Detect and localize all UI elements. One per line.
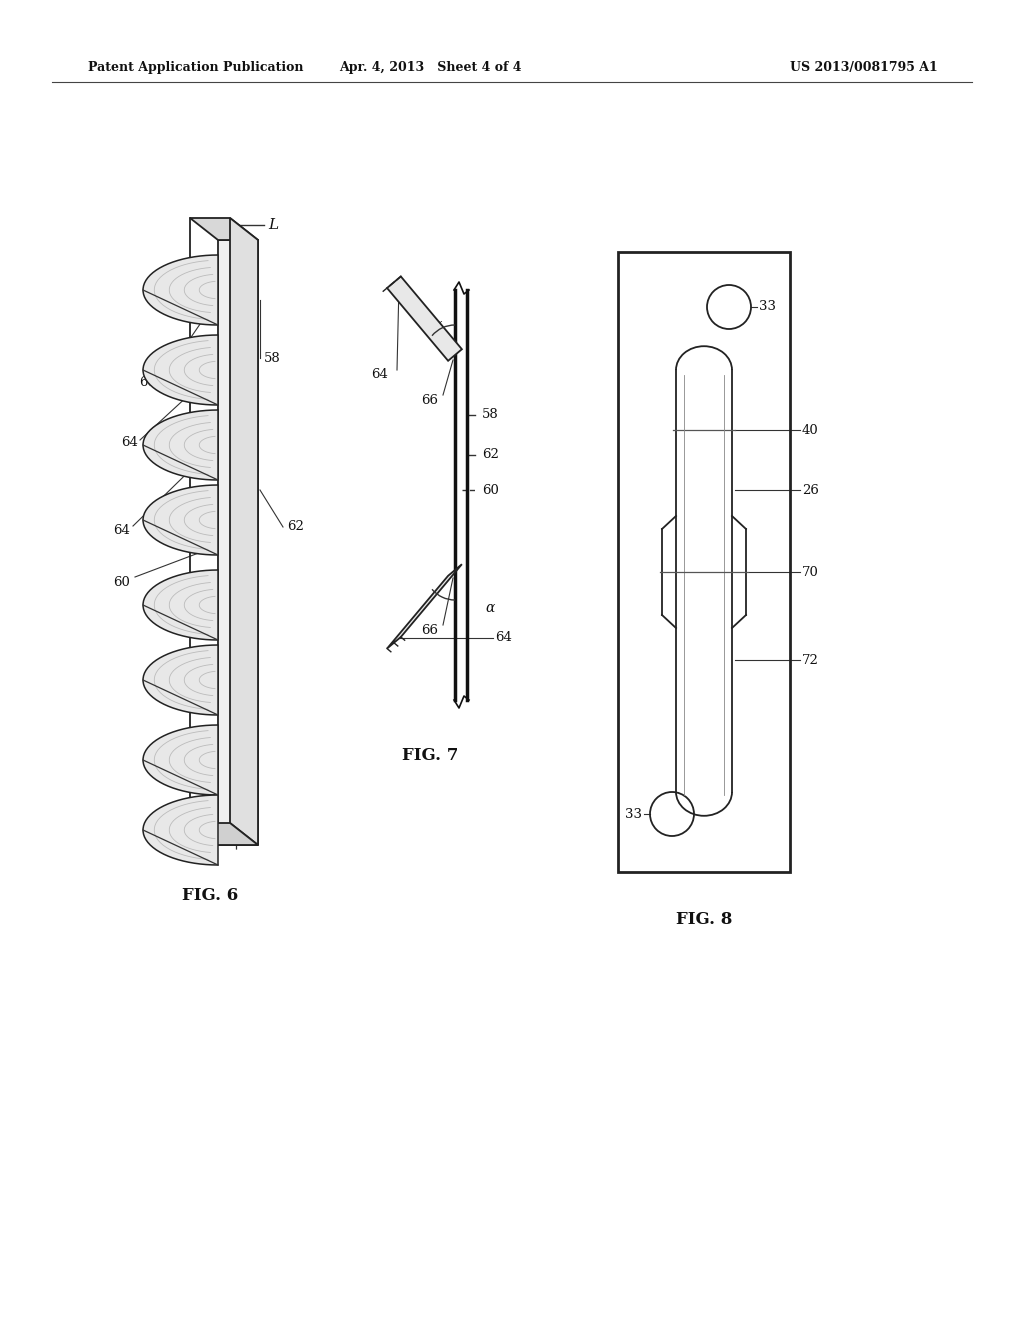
Polygon shape — [143, 725, 218, 795]
Polygon shape — [190, 218, 258, 240]
Polygon shape — [143, 484, 218, 554]
Polygon shape — [143, 570, 218, 640]
Text: 33: 33 — [625, 808, 642, 821]
Text: 58: 58 — [482, 408, 499, 421]
Text: 58: 58 — [263, 351, 281, 364]
Text: 62: 62 — [482, 449, 499, 462]
Text: 26: 26 — [802, 483, 819, 496]
Polygon shape — [143, 335, 218, 405]
Text: 62: 62 — [288, 520, 304, 533]
Text: 68: 68 — [139, 376, 157, 389]
Text: 64: 64 — [495, 631, 512, 644]
Text: 40: 40 — [802, 424, 819, 437]
Text: 70: 70 — [802, 565, 819, 578]
Text: L: L — [268, 218, 279, 232]
Text: FIG. 8: FIG. 8 — [676, 912, 732, 928]
Polygon shape — [143, 795, 218, 865]
Text: 33: 33 — [759, 301, 776, 314]
Polygon shape — [143, 411, 218, 480]
Polygon shape — [387, 276, 462, 360]
Text: α: α — [485, 601, 495, 615]
Polygon shape — [218, 240, 258, 845]
Polygon shape — [143, 645, 218, 715]
Text: 66: 66 — [422, 393, 438, 407]
Text: US 2013/0081795 A1: US 2013/0081795 A1 — [790, 62, 938, 74]
Text: 64: 64 — [122, 437, 138, 450]
Polygon shape — [230, 218, 258, 845]
Text: 66: 66 — [422, 623, 438, 636]
Text: FIG. 6: FIG. 6 — [182, 887, 239, 903]
Text: 72: 72 — [802, 653, 819, 667]
Text: α: α — [432, 318, 441, 333]
Text: Patent Application Publication: Patent Application Publication — [88, 62, 303, 74]
Text: 60: 60 — [114, 576, 130, 589]
Text: 60: 60 — [482, 483, 499, 496]
Polygon shape — [190, 822, 258, 845]
Text: Apr. 4, 2013   Sheet 4 of 4: Apr. 4, 2013 Sheet 4 of 4 — [339, 62, 521, 74]
Text: 64: 64 — [114, 524, 130, 536]
Polygon shape — [387, 564, 462, 648]
Text: FIG. 7: FIG. 7 — [401, 747, 458, 763]
Polygon shape — [143, 255, 218, 325]
Text: 64: 64 — [372, 368, 388, 381]
